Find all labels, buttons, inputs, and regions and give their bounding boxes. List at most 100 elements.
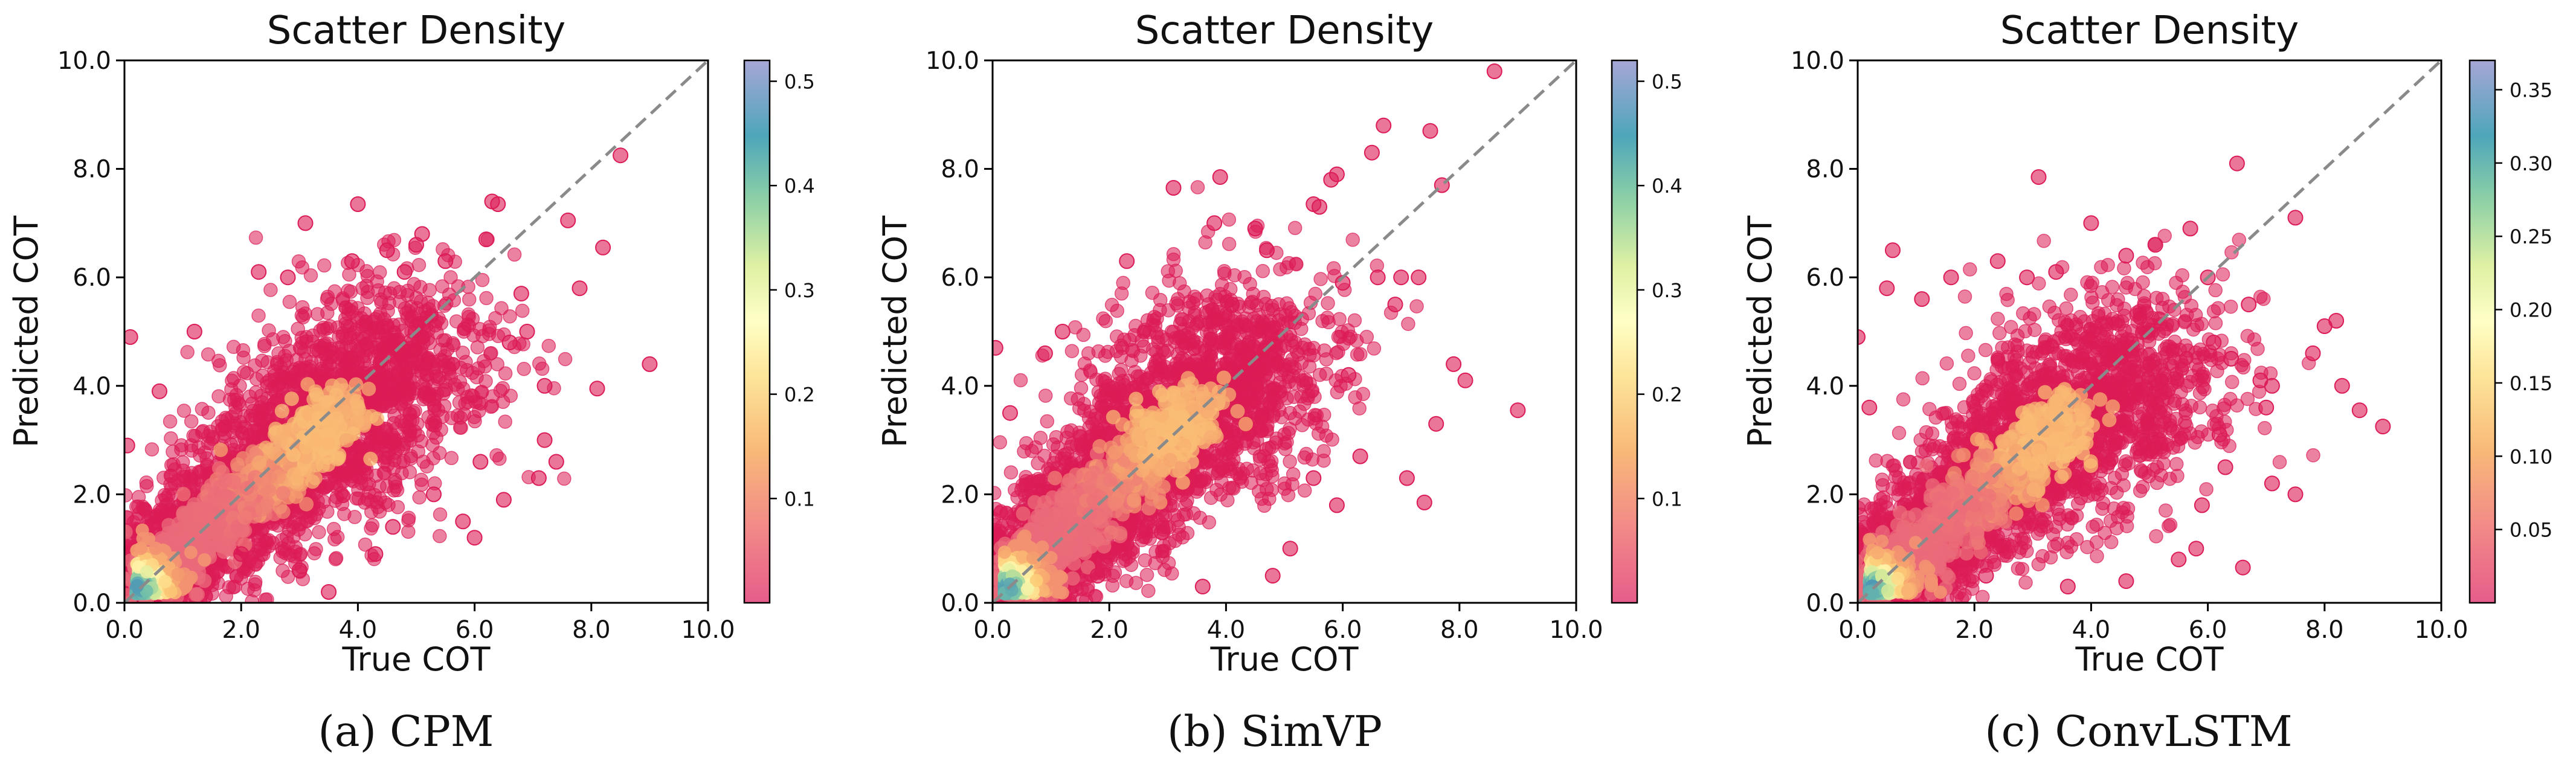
density-point <box>162 561 176 574</box>
density-point <box>364 521 378 536</box>
density-point <box>557 471 572 486</box>
density-point <box>558 352 573 367</box>
density-point <box>349 491 364 506</box>
density-point <box>140 479 154 493</box>
density-point <box>361 381 376 396</box>
density-point <box>251 554 265 569</box>
density-point <box>317 258 332 273</box>
density-point <box>100 551 115 566</box>
y-tick-label: 10.0 <box>57 47 111 75</box>
density-point <box>179 579 193 593</box>
density-point <box>369 429 383 445</box>
density-point <box>339 433 354 448</box>
density-point <box>388 475 402 490</box>
y-tick-label: 6.0 <box>72 264 111 292</box>
density-point <box>320 292 335 306</box>
density-point <box>211 389 226 403</box>
density-point <box>184 466 199 480</box>
density-point <box>313 366 327 381</box>
data-point <box>291 562 308 579</box>
data-point <box>186 324 202 339</box>
density-point <box>359 477 373 492</box>
density-point <box>273 434 288 448</box>
density-point <box>371 283 385 298</box>
density-point <box>321 435 336 451</box>
density-point <box>331 451 346 466</box>
density-point <box>278 333 292 349</box>
density-point <box>457 407 472 422</box>
density-point <box>424 417 439 431</box>
density-point <box>433 529 447 544</box>
density-point <box>359 278 374 293</box>
x-tick-label: 6.0 <box>456 616 494 644</box>
data-point <box>251 264 267 280</box>
density-point <box>200 508 215 523</box>
x-tick-label: 0.0 <box>105 616 144 644</box>
density-point <box>1190 180 1205 194</box>
density-point <box>252 455 267 470</box>
density-point <box>201 539 216 554</box>
density-point <box>442 366 456 381</box>
plot-area <box>100 147 658 603</box>
data-point <box>536 432 553 448</box>
density-point <box>186 428 201 443</box>
density-point <box>248 230 263 245</box>
y-axis-label: Predicted COT <box>7 215 45 448</box>
density-point <box>1038 388 1053 403</box>
density-point <box>481 327 497 341</box>
density-point <box>288 489 303 504</box>
x-axis-label: True COT <box>341 640 491 678</box>
density-point <box>248 577 262 592</box>
density-point <box>420 332 435 346</box>
density-point <box>292 547 308 562</box>
data-point <box>642 356 658 372</box>
density-point <box>158 574 172 588</box>
data-point <box>513 286 529 302</box>
colorbar-tick-label: 0.4 <box>784 175 815 198</box>
density-point <box>367 349 382 364</box>
density-point <box>213 442 228 457</box>
density-point <box>309 542 323 556</box>
density-point <box>176 403 192 418</box>
outlier-points <box>124 147 658 600</box>
density-point <box>431 403 446 417</box>
density-point <box>211 419 225 434</box>
y-tick-label: 4.0 <box>72 373 111 400</box>
density-point <box>272 500 288 515</box>
density-point <box>211 565 225 579</box>
density-point <box>253 413 267 428</box>
density-point <box>479 291 494 306</box>
density-point <box>275 486 291 501</box>
density-point <box>284 391 299 407</box>
plot-frame <box>123 59 709 604</box>
density-point <box>444 451 459 466</box>
data-point <box>379 242 395 259</box>
density-point <box>341 302 356 317</box>
colorbar <box>743 59 771 604</box>
density-point <box>180 345 195 359</box>
density-point <box>478 374 493 388</box>
data-point <box>426 486 442 503</box>
density-point <box>184 414 199 429</box>
density-point <box>136 501 150 516</box>
density-cloud <box>100 230 573 603</box>
density-point <box>307 511 322 525</box>
data-point <box>455 513 471 530</box>
data-point <box>367 546 384 562</box>
data-point <box>536 378 553 394</box>
density-point <box>484 346 498 361</box>
density-point <box>286 448 301 463</box>
chart-title: Scatter Density <box>267 8 566 53</box>
density-point <box>343 327 358 342</box>
density-cloud <box>993 180 1424 603</box>
density-point <box>515 303 530 318</box>
density-point <box>414 472 429 487</box>
density-point <box>462 292 477 307</box>
density-point <box>216 496 231 511</box>
density-point <box>349 394 364 409</box>
density-point <box>396 454 411 469</box>
data-point <box>297 215 314 231</box>
y-axis-ticks: 0.02.04.06.08.010.0 <box>57 47 124 617</box>
density-point <box>268 385 283 400</box>
colorbar-tick-label: 0.2 <box>784 384 815 407</box>
